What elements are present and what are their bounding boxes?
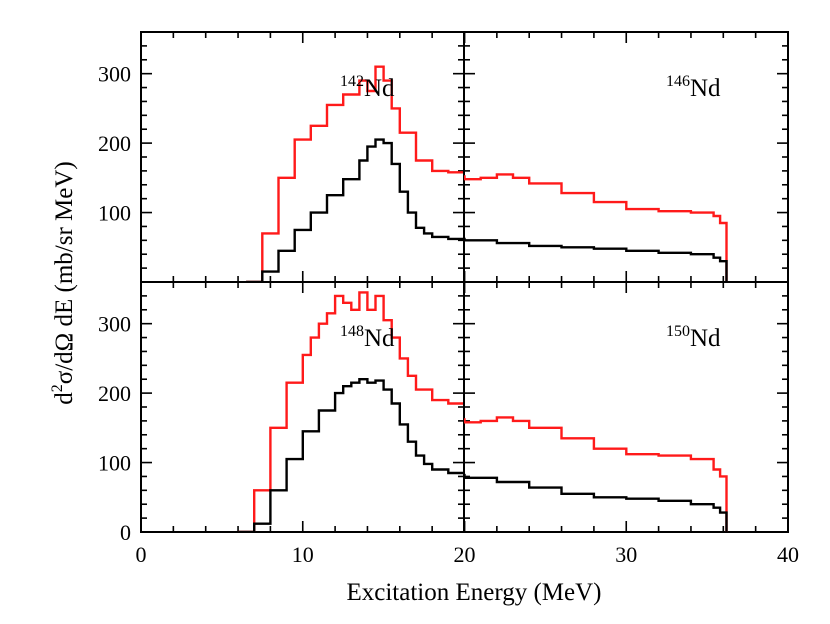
series-black-148: [238, 378, 464, 532]
isotope-label-148: 148Nd: [340, 323, 395, 352]
isotope-label-142: 142Nd: [340, 73, 395, 102]
panel-frame-146: [463, 31, 789, 283]
panel-146: 146Nd: [463, 31, 789, 283]
isotope-element: Nd: [364, 75, 395, 102]
series-red-142: [246, 65, 464, 282]
y-tick-label-top: 300: [98, 62, 131, 87]
panel-142: 142Nd: [140, 31, 466, 283]
y-axis-title-sup: 2: [49, 384, 66, 392]
isotope-element: Nd: [690, 325, 721, 352]
panel-frame-150: [463, 281, 789, 533]
isotope-element: Nd: [364, 325, 395, 352]
x-axis-title: Excitation Energy (MeV): [346, 579, 601, 606]
series-red-146: [464, 173, 728, 282]
x-tick-label: 10: [292, 542, 314, 567]
series-black-150: [464, 473, 728, 532]
y-tick-label-top: 100: [98, 201, 131, 226]
isotope-mass: 150: [666, 323, 690, 340]
x-tick-label: 20: [454, 542, 476, 567]
x-tick-labels: 0 10 20 30 40: [136, 542, 800, 567]
y-tick-label-bottom: 200: [98, 381, 131, 406]
series-red-148: [238, 291, 464, 532]
y-axis-title-rest: σ/dΩ dE (mb/sr MeV): [51, 161, 78, 384]
series-black-146: [464, 237, 728, 282]
isotope-mass: 142: [340, 73, 364, 90]
x-tick-label: 0: [136, 542, 147, 567]
panel-148: 148Nd: [140, 281, 466, 533]
isotope-label-146: 146Nd: [666, 73, 721, 102]
y-tick-label-top: 200: [98, 131, 131, 156]
isotope-mass: 148: [340, 323, 364, 340]
isotope-label-150: 150Nd: [666, 323, 721, 352]
y-tick-labels: 100 200 300 0 100 200 300: [98, 62, 131, 545]
panel-150: 150Nd: [463, 281, 789, 533]
isotope-mass: 146: [666, 73, 690, 90]
y-axis-title: d2σ/dΩ dE (mb/sr MeV): [49, 161, 78, 405]
x-tick-label: 30: [615, 542, 637, 567]
isotope-element: Nd: [690, 75, 721, 102]
series-red-150: [464, 416, 728, 532]
y-tick-label-bottom: 100: [98, 451, 131, 476]
y-tick-label-bottom: 300: [98, 312, 131, 337]
panel-frame-148: [140, 281, 465, 533]
y-axis-title-d: d: [51, 392, 78, 405]
series-black-142: [246, 138, 464, 282]
y-tick-label-bottom: 0: [120, 520, 131, 545]
x-tick-label: 40: [777, 542, 799, 567]
